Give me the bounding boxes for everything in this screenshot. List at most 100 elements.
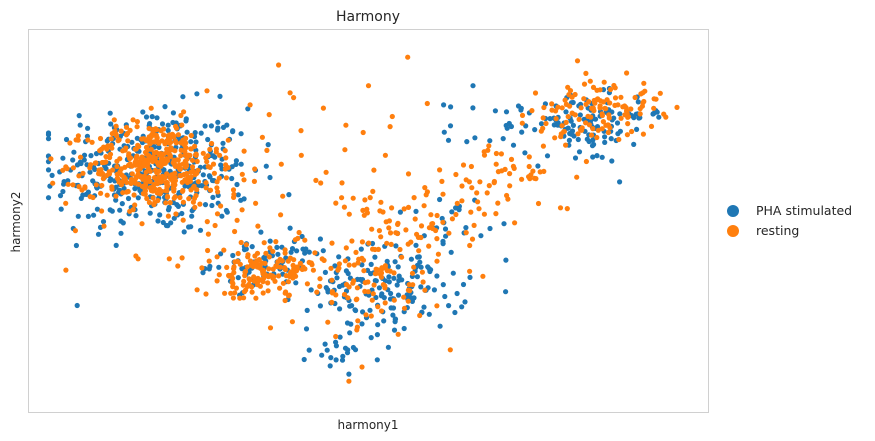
data-point	[229, 175, 235, 182]
data-point	[346, 211, 352, 217]
data-point	[320, 248, 326, 254]
data-point	[266, 266, 272, 272]
data-point	[192, 130, 198, 136]
data-point	[297, 260, 303, 266]
data-point	[640, 90, 646, 96]
data-point	[641, 98, 647, 105]
data-point	[130, 117, 136, 123]
data-point	[188, 132, 194, 139]
data-point	[251, 260, 257, 266]
data-point	[588, 114, 594, 120]
data-point	[634, 126, 640, 132]
data-point	[437, 323, 443, 329]
data-point	[378, 199, 384, 205]
data-point	[339, 357, 346, 363]
data-point	[93, 182, 99, 188]
data-point	[390, 305, 397, 311]
data-point	[583, 70, 589, 76]
data-point	[302, 237, 308, 243]
data-point	[63, 136, 70, 143]
data-point	[131, 192, 137, 198]
data-point	[73, 242, 79, 249]
data-point	[440, 219, 446, 225]
data-point	[274, 263, 280, 270]
data-point	[180, 199, 186, 205]
data-point	[154, 127, 160, 133]
data-point	[387, 230, 394, 236]
data-point	[317, 276, 323, 282]
data-point	[552, 135, 558, 141]
data-point	[508, 156, 515, 162]
data-point	[260, 290, 266, 296]
data-point	[415, 234, 421, 240]
data-point	[193, 139, 199, 145]
data-point	[541, 104, 547, 111]
data-point	[608, 136, 614, 142]
data-point	[237, 295, 243, 301]
data-point	[85, 125, 91, 131]
data-point	[172, 138, 179, 144]
data-point	[148, 105, 154, 111]
data-point	[255, 282, 261, 288]
data-point	[409, 270, 416, 276]
data-point	[633, 111, 639, 117]
data-point	[386, 274, 392, 280]
data-point	[261, 240, 267, 246]
data-point	[49, 172, 55, 178]
data-point	[180, 187, 186, 194]
data-point	[487, 225, 493, 232]
data-point	[200, 172, 206, 178]
data-point	[632, 94, 638, 101]
data-point	[360, 207, 366, 213]
data-point	[602, 134, 608, 140]
data-point	[460, 162, 467, 168]
data-point	[362, 197, 368, 203]
data-point	[531, 175, 538, 181]
data-point	[333, 357, 339, 363]
data-point	[113, 123, 119, 129]
data-point	[561, 128, 567, 135]
data-point	[583, 158, 590, 165]
data-point	[114, 175, 120, 181]
data-point	[532, 90, 539, 96]
data-point	[143, 137, 149, 143]
data-point	[583, 101, 589, 107]
data-point	[163, 200, 169, 206]
data-point	[170, 110, 176, 116]
data-point	[538, 121, 545, 127]
data-point	[388, 290, 394, 297]
data-point	[614, 120, 621, 126]
data-point	[595, 127, 601, 133]
data-point	[354, 276, 361, 282]
data-point	[282, 247, 288, 253]
data-point	[118, 128, 124, 134]
data-point	[637, 111, 643, 117]
data-point	[382, 278, 389, 284]
data-point	[339, 180, 345, 186]
data-point	[98, 171, 104, 177]
data-point	[132, 146, 138, 152]
data-point	[424, 189, 430, 195]
data-point	[422, 185, 428, 191]
data-point	[446, 230, 452, 236]
data-point	[127, 127, 133, 133]
data-point	[113, 242, 119, 248]
data-point	[177, 166, 183, 172]
data-point	[253, 295, 259, 301]
data-point	[260, 279, 266, 285]
data-point	[141, 173, 148, 179]
data-point	[594, 134, 600, 141]
data-point	[624, 132, 631, 138]
data-point	[273, 239, 279, 245]
data-point	[551, 122, 557, 128]
data-point	[99, 159, 105, 166]
data-point	[260, 269, 266, 275]
data-point	[211, 170, 217, 176]
data-point	[440, 191, 446, 197]
data-point	[519, 112, 526, 118]
data-point	[373, 294, 379, 301]
data-point	[354, 324, 360, 330]
data-point	[214, 179, 220, 185]
data-point	[63, 200, 69, 206]
data-point	[149, 114, 155, 120]
